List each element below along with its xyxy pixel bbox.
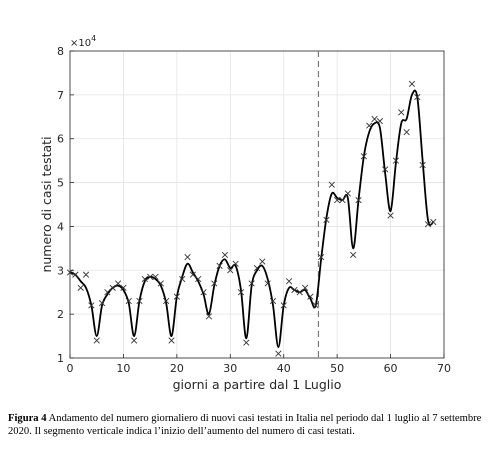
data-point-marker [232,260,239,267]
data-point-marker [376,118,384,125]
data-point-marker [136,297,143,305]
caption-label: Figura 4 [8,413,47,424]
data-point-marker [408,80,416,88]
data-point-marker [227,267,234,274]
data-point-marker [125,297,132,305]
data-point-marker [275,350,282,357]
figure-caption: Figura 4 Andamento del numero giornalier… [8,412,494,438]
x-axis-label: giorni a partire dal 1 Luglio [173,377,342,392]
data-point-marker [77,284,84,291]
data-point-marker [88,302,95,309]
y-tick-label: 8 [57,45,64,58]
data-point-marker [179,275,186,283]
data-point-marker [152,273,159,280]
data-point-marker [323,216,330,223]
data-point-marker [301,284,309,291]
series-group [66,80,437,357]
x-tick-label: 20 [170,362,184,375]
y-tick-label: 2 [57,308,64,321]
data-point-marker [424,221,432,228]
data-point-marker [307,293,314,300]
data-point-marker [382,166,389,173]
data-point-marker [221,251,229,259]
data-point-marker [195,275,202,283]
data-point-marker [120,284,127,291]
y-tick-label: 3 [57,264,64,277]
data-point-marker [200,289,207,296]
data-point-marker [157,280,164,287]
y-axis-label: numero di casi testati [39,136,54,272]
data-point-marker [387,212,394,219]
data-point-marker [189,271,197,278]
data-point-marker [296,289,303,296]
data-point-marker [269,297,277,305]
plot-area [69,50,445,359]
data-point-marker [334,196,341,204]
data-point-marker [317,254,325,261]
y-scale-exponent: ×104 [70,34,96,49]
data-point-marker [339,196,346,204]
data-point-marker [248,280,255,287]
chart: 0 10 20 30 40 50 60 70 1 2 3 4 5 6 7 8 ×104 giorni a pa… [39,34,451,392]
data-point-marker [98,300,106,307]
data-point-marker [355,196,362,204]
data-point-marker [184,254,191,261]
data-point-marker [205,313,213,320]
data-point-marker [392,157,400,164]
y-tick-label: 1 [57,352,64,365]
data-point-marker [285,278,293,285]
data-point-marker [371,115,378,123]
data-point-marker [114,280,122,287]
data-point-marker [237,289,245,296]
data-point-marker [130,337,138,344]
data-point-marker [366,122,373,129]
data-point-marker [72,271,79,278]
smoothed-series-line [69,89,435,348]
data-point-marker [173,293,180,300]
data-point-marker [398,109,405,116]
data-point-marker [403,129,410,136]
data-point-marker [243,339,250,346]
tick-labels: 0 10 20 30 40 50 60 70 1 2 3 4 5 6 7 8 [57,45,451,375]
data-point-marker [312,302,319,309]
x-tick-label: 50 [330,362,344,375]
x-tick-label: 60 [384,362,398,375]
data-point-marker [414,93,421,101]
data-point-marker [93,337,100,344]
data-point-marker [328,181,335,188]
y-tick-label: 5 [57,177,64,190]
data-point-marker [211,280,218,287]
y-tick-label: 7 [57,89,64,102]
data-point-marker [168,337,175,344]
data-point-marker [344,190,351,197]
data-point-marker [163,297,170,305]
data-point-marker [430,218,437,226]
data-point-marker [104,289,111,296]
data-point-marker [82,271,90,278]
data-point-marker [419,161,426,169]
x-tick-label: 70 [437,362,451,375]
x-tick-label: 10 [116,362,130,375]
y-tick-label: 6 [57,133,64,146]
y-tick-label: 4 [57,220,64,233]
data-point-marker [109,284,116,291]
data-point-marker [360,153,367,160]
data-point-marker [141,275,148,283]
data-point-marker [291,286,298,294]
data-point-marker [147,273,154,280]
x-tick-label: 40 [277,362,291,375]
data-point-marker [280,302,287,309]
caption-text: Andamento del numero giornaliero di nuov… [8,413,482,437]
x-tick-label: 0 [67,362,74,375]
data-point-marker [259,258,266,265]
data-point-marker [216,262,223,270]
data-point-marker [253,264,261,272]
data-point-marker [264,280,271,287]
x-tick-label: 30 [223,362,237,375]
data-point-marker [350,251,357,259]
